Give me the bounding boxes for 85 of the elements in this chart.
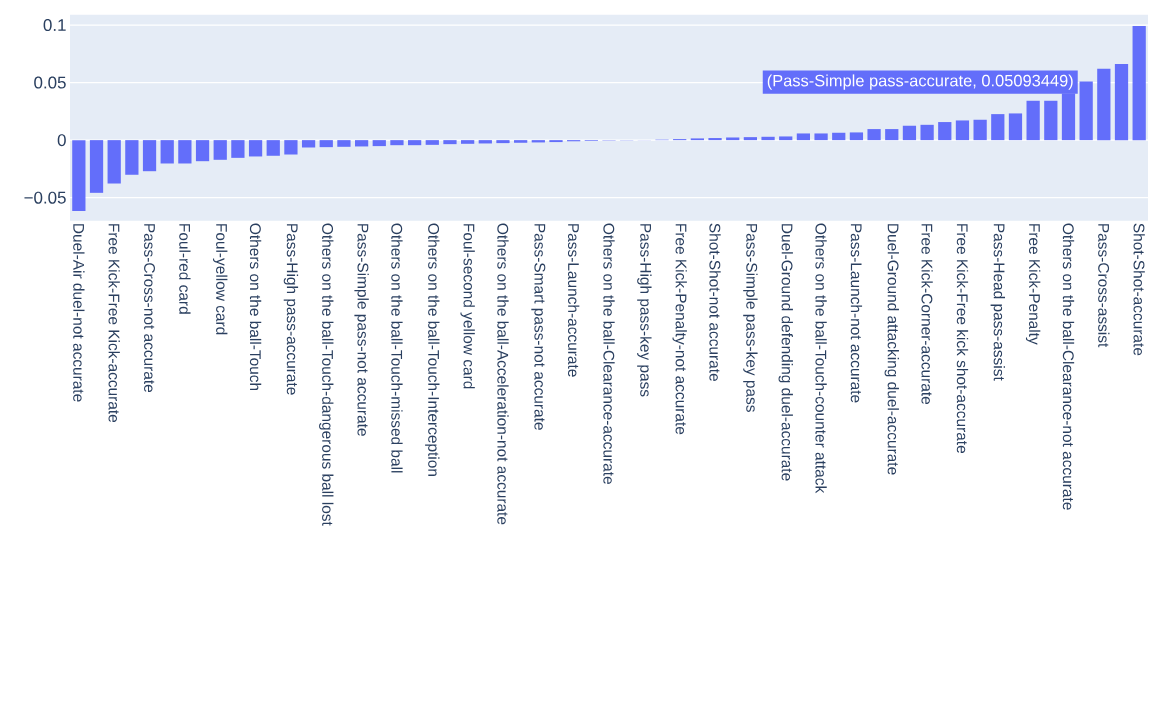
x-tick-label: Pass-Cross-assist xyxy=(1098,224,1110,348)
x-tick-label: Others on the ball-Acceleration-not accurate xyxy=(497,223,509,525)
bar xyxy=(726,137,740,141)
x-tick-label: Others on the ball-Touch-missed ball xyxy=(391,223,403,473)
x-tick-label: Free Kick-Penalty xyxy=(1025,224,1041,345)
x-tick-label: Pass-High pass-accurate xyxy=(283,224,299,395)
bar xyxy=(390,140,404,146)
bar xyxy=(1114,64,1129,141)
y-tick-label: 0 xyxy=(57,134,66,147)
x-tick-label: Pass-Cross-not accurate xyxy=(144,224,155,393)
x-tick-label: Others on the ball-Touch-Interception xyxy=(425,223,440,476)
x-tick-label: Foul-second yellow card xyxy=(460,224,475,389)
x-tick-label: Pass-Head pass-assist xyxy=(990,224,1005,381)
bar xyxy=(319,140,333,148)
bar xyxy=(1026,100,1040,141)
bar xyxy=(496,140,510,144)
bar xyxy=(160,140,174,164)
x-tick-label: Others on the ball-Touch-counter attack xyxy=(815,223,827,494)
x-tick-label: Others on the ball-Touch xyxy=(249,223,262,391)
x-tick-label: Free Kick-Penalty-not accurate xyxy=(672,224,687,435)
bar xyxy=(779,136,793,141)
x-tick-label: Pass-Simple pass-key pass xyxy=(743,224,758,412)
bar xyxy=(849,132,864,141)
x-tick-label: Pass-Simple pass-not accurate xyxy=(354,224,369,436)
x-tick-label: Others on the ball-Clearance-accurate xyxy=(603,223,615,484)
bar xyxy=(814,133,828,141)
bar xyxy=(301,140,316,148)
bar xyxy=(72,140,86,211)
annotation: (Pass-Simple pass-accurate, 0.05093449) xyxy=(767,74,1073,90)
x-tick-label: Shot-Shot-accurate xyxy=(1133,223,1145,356)
bar xyxy=(461,140,475,144)
bar xyxy=(213,140,227,160)
y-tick-label: 0.1 xyxy=(43,19,66,32)
bar xyxy=(142,140,157,172)
bar xyxy=(248,140,263,157)
bar xyxy=(1079,81,1093,141)
bar xyxy=(284,140,298,155)
bar xyxy=(89,140,104,193)
bar xyxy=(1132,25,1146,141)
bar xyxy=(1097,68,1111,141)
bar xyxy=(443,140,457,145)
bar xyxy=(973,119,987,141)
y-tick-label: −0.05 xyxy=(24,191,66,204)
x-tick-label: Foul-red card xyxy=(179,224,191,314)
bar xyxy=(107,140,121,184)
bar xyxy=(955,120,970,141)
bar xyxy=(920,124,934,141)
x-tick-label: Duel-Ground attacking duel-accurate xyxy=(884,224,899,475)
y-tick-label: 0.05 xyxy=(34,76,66,89)
bar xyxy=(337,140,351,147)
bar xyxy=(372,140,386,147)
x-tick-label: Pass-Launch-not accurate xyxy=(850,224,863,403)
bar xyxy=(425,140,439,145)
bar xyxy=(266,140,280,156)
bar xyxy=(1008,113,1023,141)
bar xyxy=(885,129,899,141)
x-tick-label: Duel-Air duel-not accurate xyxy=(73,224,85,402)
x-tick-label: Free Kick-Free Kick-accurate xyxy=(108,224,120,423)
bar xyxy=(514,140,528,143)
bar xyxy=(178,140,192,164)
bar xyxy=(125,140,139,175)
bar xyxy=(796,133,811,141)
x-tick-label: Free Kick-Corner-accurate xyxy=(921,224,933,405)
bar xyxy=(407,140,422,146)
bar xyxy=(761,136,775,141)
x-tick-label: Pass-Smart pass-not accurate xyxy=(531,224,546,430)
bar xyxy=(991,114,1005,141)
x-tick-label: Pass-Launch-accurate xyxy=(567,224,580,377)
bar xyxy=(832,132,846,141)
bar xyxy=(195,140,210,162)
bar xyxy=(231,140,245,158)
x-tick-label: Free Kick-Free kick shot-accurate xyxy=(956,224,969,454)
bar xyxy=(938,122,952,141)
bar xyxy=(867,129,881,141)
bar xyxy=(1044,100,1058,141)
x-tick-label: Shot-Shot-not accurate xyxy=(709,223,721,381)
x-tick-label: Others on the ball-Clearance-not accurate xyxy=(1062,223,1075,510)
x-tick-label: Duel-Ground defending duel-accurate xyxy=(778,224,793,481)
x-tick-label: Others on the ball-Touch-dangerous ball lost xyxy=(319,223,334,526)
x-tick-label: Pass-High pass-key pass xyxy=(637,224,652,397)
bar xyxy=(708,138,722,141)
bar xyxy=(354,140,369,147)
x-tick-label: Foul-yellow card xyxy=(213,224,228,335)
bar xyxy=(743,137,758,141)
bar xyxy=(902,125,917,141)
